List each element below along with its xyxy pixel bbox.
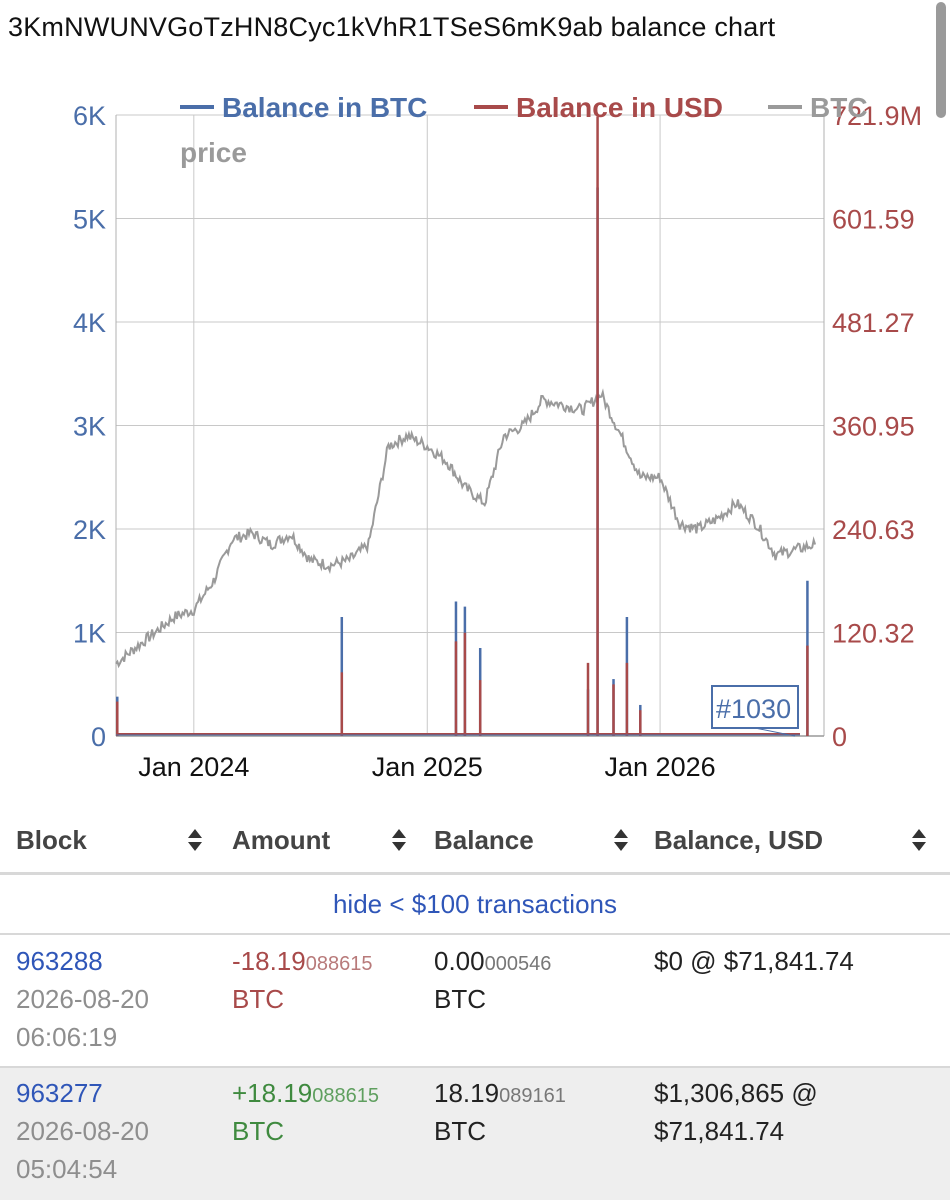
sort-balance-icon[interactable]	[614, 829, 628, 851]
legend-usd-label: Balance in USD	[516, 92, 723, 123]
table-header: Block Amount Balance Balance, USD	[0, 808, 950, 875]
header-balance-usd[interactable]: Balance, USD	[654, 824, 824, 855]
sort-amount-icon[interactable]	[392, 829, 406, 851]
scrollbar[interactable]	[936, 2, 946, 118]
x-tick-label: Jan 2026	[605, 752, 716, 782]
table-row: 963288 2026-08-20 06:06:19 -18.19088615 …	[0, 936, 950, 1068]
balance-usd-value: $0 @ $71,841.74	[654, 946, 854, 976]
y-right-tick-label: 481.27	[832, 308, 915, 338]
header-balance[interactable]: Balance	[434, 824, 534, 855]
y-right-tick-label: 120.32	[832, 619, 915, 649]
y-left-tick-label: 5K	[73, 205, 106, 235]
row-date: 2026-08-20	[16, 1116, 149, 1146]
balance-value: 18.19089161	[434, 1078, 566, 1108]
header-amount[interactable]: Amount	[232, 824, 331, 855]
y-right-tick-label: 240.63	[832, 515, 915, 545]
amount-value: -18.19088615	[232, 946, 373, 976]
amount-unit: BTC	[232, 1116, 284, 1146]
legend-btc-label: Balance in BTC	[222, 92, 427, 123]
annotation-flag-pointer	[754, 727, 796, 737]
amount-unit: BTC	[232, 984, 284, 1014]
legend-price-label: BTC	[810, 92, 868, 123]
y-left-tick-label: 4K	[73, 308, 106, 338]
x-tick-label: Jan 2024	[138, 752, 249, 782]
annotation-flag-label: #1030	[716, 694, 791, 724]
balance-value: 0.00000546	[434, 946, 552, 976]
row-date: 2026-08-20	[16, 984, 149, 1014]
btc-price-line	[115, 388, 817, 669]
row-time: 05:04:54	[16, 1154, 118, 1184]
balance-usd-rate: $71,841.74	[654, 1116, 785, 1146]
hide-small-transactions-link[interactable]: hide < $100 transactions	[0, 875, 950, 935]
y-right-tick-label: 601.59	[832, 205, 915, 235]
y-left-tick-label: 1K	[73, 619, 106, 649]
header-block[interactable]: Block	[16, 824, 87, 855]
x-tick-label: Jan 2025	[372, 752, 483, 782]
balance-unit: BTC	[434, 984, 486, 1014]
y-right-tick-label: 360.95	[832, 412, 915, 442]
y-left-tick-label: 6K	[73, 101, 106, 131]
y-left-tick-label: 3K	[73, 412, 106, 442]
balance-unit: BTC	[434, 1116, 486, 1146]
y-right-tick-label: 721.9M	[832, 101, 922, 131]
sort-balance-usd-icon[interactable]	[912, 829, 926, 851]
block-link[interactable]: 963288	[16, 946, 103, 976]
block-link[interactable]: 963277	[16, 1078, 103, 1108]
balance-chart: 0 1K 2K 3K 4K 5K 6K 0 120.32 240.63 360.95 481.27 60…	[73, 92, 922, 782]
y-right-tick-label: 0	[832, 722, 847, 752]
annotation-flag	[711, 685, 799, 729]
amount-value: +18.19088615	[232, 1078, 379, 1108]
row-time: 06:06:19	[16, 1022, 118, 1052]
balance-usd-value: $1,306,865 @	[654, 1078, 818, 1108]
table-row: 963277 2026-08-20 05:04:54 +18.19088615 …	[0, 1068, 950, 1200]
chart-title: 3KmNWUNVGoTzHN8Cyc1kVhR1TSeS6mK9ab balan…	[8, 12, 776, 42]
sort-block-icon[interactable]	[188, 829, 202, 851]
legend-price-label-cont: price	[180, 137, 247, 168]
transactions-table: Block Amount Balance Balance, USD hide <…	[0, 808, 950, 1200]
y-left-tick-label: 2K	[73, 515, 106, 545]
y-left-tick-label: 0	[91, 722, 106, 752]
